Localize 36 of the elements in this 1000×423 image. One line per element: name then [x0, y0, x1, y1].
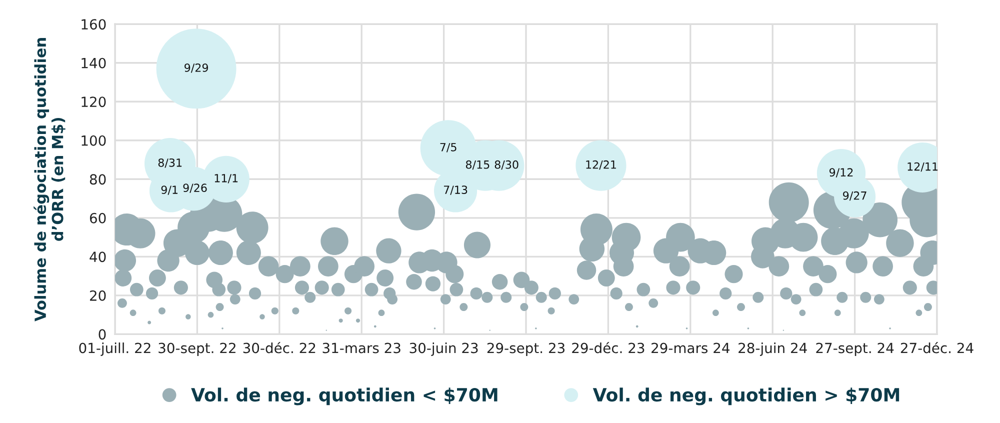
x-tick-label: 30-déc. 22	[243, 342, 316, 354]
y-tick-label: 80	[90, 174, 106, 185]
y-tick-label: 40	[90, 252, 106, 262]
y-tick-label: 20	[90, 290, 106, 301]
annotation: 7/5	[440, 143, 456, 152]
x-tick-label: 30-juin 23	[410, 342, 478, 356]
y-axis-title: Volume de négociation quotidien d’ORR (en M$)	[34, 38, 66, 322]
legend-label: Vol. de neg. quotidien > $70M	[592, 388, 900, 406]
y-tick-label: 120	[82, 96, 106, 108]
annotation: 12/11	[908, 162, 938, 172]
x-tick-label: 27-déc. 24	[900, 342, 974, 354]
annotation: 9/12	[829, 168, 853, 178]
y-tick-label: 60	[90, 212, 106, 224]
x-tick-label: 28-juin 24	[738, 342, 807, 356]
x-tick-label: 27-sept. 24	[816, 342, 894, 356]
x-tick-label: 29-mars 24	[652, 342, 730, 354]
x-tick-label: 29-sept. 23	[487, 342, 565, 356]
annotation: 8/15	[466, 160, 490, 170]
annotation: 8/30	[494, 160, 518, 170]
y-tick-label: 140	[82, 58, 106, 68]
y-tick-label: 100	[82, 135, 106, 146]
annotation: 9/26	[183, 184, 207, 193]
annotation: 12/21	[586, 160, 616, 170]
x-tick-label: 30-sept. 22	[158, 342, 236, 356]
x-tick-label: 01-juill. 22	[79, 342, 150, 356]
legend-label: Vol. de neg. quotidien < $70M	[191, 388, 498, 406]
annotation: 9/29	[184, 64, 208, 73]
annotation: 11/1	[214, 174, 238, 184]
y-tick-label: 0	[98, 329, 106, 340]
x-tick-label: 31-mars 23	[322, 342, 400, 354]
x-tick-label: 29-déc. 23	[572, 342, 644, 354]
annotation: 8/31	[158, 158, 182, 168]
annotation: 7/13	[444, 186, 468, 195]
y-tick-label: 160	[82, 19, 106, 30]
annotation: 9/1	[161, 186, 178, 195]
annotation: 9/27	[843, 191, 866, 201]
